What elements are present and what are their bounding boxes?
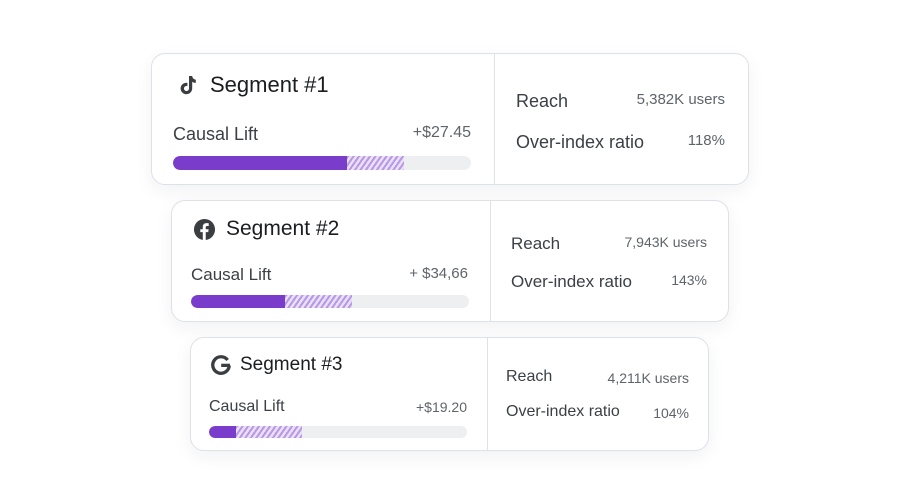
causal-lift-bar-range: [285, 295, 352, 308]
causal-lift-bar: [191, 295, 469, 308]
causal-lift-label: Causal Lift: [209, 398, 285, 415]
segment-title: Segment #3: [240, 354, 343, 375]
causal-lift-bar-fill: [191, 295, 285, 308]
over-index-ratio-label: Over-index ratio: [511, 272, 632, 291]
over-index-ratio-value: 118%: [687, 132, 725, 149]
segment-card-1[interactable]: Segment #1 Causal Lift +$27.45 Reach 5,3…: [151, 53, 749, 185]
segment-card-3[interactable]: Segment #3 Causal Lift +$19.20 Reach 4,2…: [190, 337, 709, 451]
over-index-ratio-value: 104%: [653, 405, 689, 421]
segment-stats-panel: Reach 5,382K users Over-index ratio 118%: [495, 54, 748, 184]
segment-lift-panel: Segment #3 Causal Lift +$19.20: [191, 338, 488, 450]
segment-lift-panel: Segment #1 Causal Lift +$27.45: [152, 54, 495, 184]
facebook-icon: [193, 218, 216, 241]
reach-label: Reach: [506, 368, 553, 385]
causal-lift-bar-range: [236, 426, 302, 438]
segment-title: Segment #1: [210, 72, 329, 97]
reach-value: 4,211K users: [607, 370, 689, 386]
causal-lift-bar-range: [347, 156, 404, 170]
segment-card-2[interactable]: Segment #2 Causal Lift + $34,66 Reach 7,…: [171, 200, 729, 322]
causal-lift-value: +$27.45: [412, 124, 471, 141]
segment-header: Segment #2: [193, 217, 339, 241]
causal-lift-bar-fill: [173, 156, 347, 170]
reach-value: 7,943K users: [624, 234, 708, 250]
causal-lift-bar: [173, 156, 471, 170]
causal-lift-bar-fill: [209, 426, 236, 438]
segment-header: Segment #1: [176, 72, 329, 98]
reach-value: 5,382K users: [636, 91, 725, 108]
reach-label: Reach: [516, 91, 569, 111]
causal-lift-value: + $34,66: [409, 265, 468, 282]
segment-lift-panel: Segment #2 Causal Lift + $34,66: [172, 201, 491, 321]
causal-lift-bar: [209, 426, 467, 438]
segment-stats-panel: Reach 7,943K users Over-index ratio 143%: [491, 201, 728, 321]
over-index-ratio-label: Over-index ratio: [506, 403, 620, 420]
over-index-ratio-value: 143%: [671, 272, 707, 288]
causal-lift-value: +$19.20: [416, 399, 467, 415]
causal-lift-label: Causal Lift: [173, 124, 259, 144]
tiktok-icon: [176, 73, 200, 97]
segment-header: Segment #3: [210, 354, 342, 376]
segment-title: Segment #2: [226, 217, 340, 240]
segment-stats-panel: Reach 4,211K users Over-index ratio 104%: [488, 338, 708, 450]
google-icon: [210, 354, 232, 376]
over-index-ratio-label: Over-index ratio: [516, 132, 645, 152]
reach-label: Reach: [511, 234, 561, 253]
causal-lift-label: Causal Lift: [191, 265, 272, 284]
